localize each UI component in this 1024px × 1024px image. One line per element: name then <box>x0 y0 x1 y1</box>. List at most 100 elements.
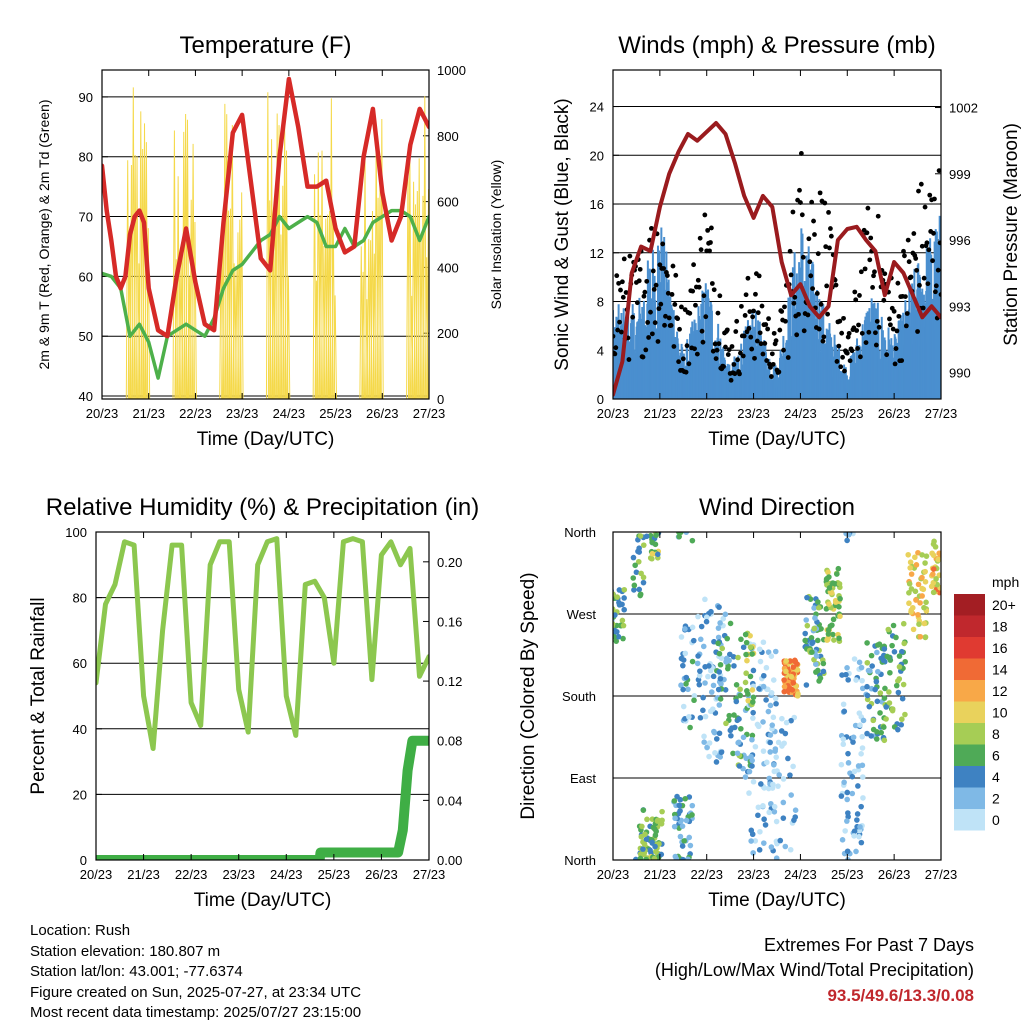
gust-point <box>866 329 872 335</box>
direction-point <box>613 608 615 614</box>
direction-point <box>812 615 818 621</box>
gust-point <box>696 284 702 290</box>
gust-point <box>791 300 797 306</box>
gust-point <box>840 354 845 360</box>
direction-point <box>792 807 799 813</box>
direction-point <box>654 551 661 558</box>
gust-point <box>686 361 692 367</box>
direction-point <box>619 617 626 624</box>
y2-axis-label: Station Pressure (Maroon) <box>1001 123 1022 346</box>
x-tick-label: 27/23 <box>413 867 446 882</box>
y-axis-label: Sonic Wind & Gust (Blue, Black) <box>552 98 573 370</box>
direction-point <box>820 668 827 675</box>
direction-point <box>856 833 862 840</box>
direction-point <box>835 565 842 572</box>
direction-point <box>747 632 753 639</box>
direction-point <box>748 753 754 760</box>
y2-tick-label: 993 <box>949 299 971 314</box>
gust-point <box>825 311 831 317</box>
gust-point <box>937 240 941 246</box>
gust-point <box>655 339 661 344</box>
direction-point <box>826 601 832 607</box>
direction-point <box>750 709 756 716</box>
gust-point <box>876 324 882 330</box>
direction-point <box>732 724 738 731</box>
direction-point <box>700 643 707 650</box>
direction-point <box>724 665 731 672</box>
extremes-values: 93.5/49.6/13.3/0.08 <box>827 986 974 1005</box>
gust-point <box>733 329 739 334</box>
direction-point <box>723 720 729 727</box>
gust-point <box>700 339 706 345</box>
direction-point <box>737 692 744 699</box>
y-tick-label: 12 <box>590 246 604 261</box>
direction-point <box>858 664 865 671</box>
humidity-line <box>96 536 429 751</box>
direction-point <box>859 685 866 692</box>
direction-point <box>682 650 689 657</box>
gust-point <box>680 356 686 362</box>
gust-point <box>814 291 820 296</box>
x-tick-label: 21/23 <box>132 406 165 421</box>
direction-point <box>854 817 860 823</box>
gust-point <box>776 369 782 375</box>
direction-point <box>829 622 835 628</box>
direction-point <box>678 682 684 689</box>
gust-point <box>872 269 877 275</box>
y-tick-label: 100 <box>65 525 87 540</box>
direction-point <box>849 773 856 780</box>
direction-point <box>864 730 870 737</box>
colorbar-swatch <box>954 766 985 788</box>
gust-point <box>692 346 697 352</box>
y2-tick-label: 1000 <box>437 63 466 78</box>
direction-point <box>683 532 690 535</box>
gust-point <box>630 314 636 320</box>
direction-point <box>678 634 685 640</box>
x-tick-label: 22/23 <box>179 406 212 421</box>
direction-point <box>803 617 810 623</box>
direction-point <box>750 715 756 721</box>
direction-point <box>929 550 935 557</box>
y-tick-label: 40 <box>73 722 87 737</box>
gust-point <box>901 248 906 254</box>
temperature-frame <box>101 69 430 400</box>
gust-point <box>788 272 794 278</box>
direction-point <box>919 574 925 581</box>
direction-point <box>922 560 928 566</box>
direction-point <box>749 651 755 657</box>
direction-point <box>868 652 875 659</box>
gust-point <box>818 301 824 307</box>
colorbar-label: 0 <box>992 812 1000 828</box>
direction-point <box>689 658 696 665</box>
gust-point <box>771 330 777 336</box>
gust-point <box>821 334 827 340</box>
direction-point <box>743 755 750 762</box>
gust-point <box>902 253 907 259</box>
direction-point <box>932 544 939 550</box>
colorbar-swatch <box>954 809 985 831</box>
direction-point <box>757 828 763 835</box>
y-axis-label: 2m & 9m T (Red, Orange) & 2m Td (Green) <box>36 100 52 370</box>
gust-point <box>644 278 650 284</box>
direction-point <box>788 717 794 724</box>
direction-point <box>676 533 682 540</box>
gust-point <box>627 253 633 259</box>
direction-point <box>659 817 665 824</box>
x-tick-label: 24/23 <box>784 867 817 882</box>
gust-point <box>925 281 931 287</box>
direction-point <box>704 744 710 751</box>
direction-point <box>873 736 880 742</box>
gust-point <box>936 168 941 174</box>
gust-point <box>762 340 768 346</box>
direction-point <box>671 823 678 830</box>
gust-point <box>918 181 924 187</box>
direction-point <box>632 562 638 569</box>
direction-point <box>767 739 773 746</box>
gust-point <box>750 314 756 320</box>
direction-point <box>859 677 865 684</box>
gust-point <box>801 328 807 334</box>
gust-point <box>887 316 892 322</box>
direction-point <box>731 712 737 718</box>
gust-point <box>852 289 858 295</box>
y2-tick-label: 0.04 <box>437 793 462 808</box>
